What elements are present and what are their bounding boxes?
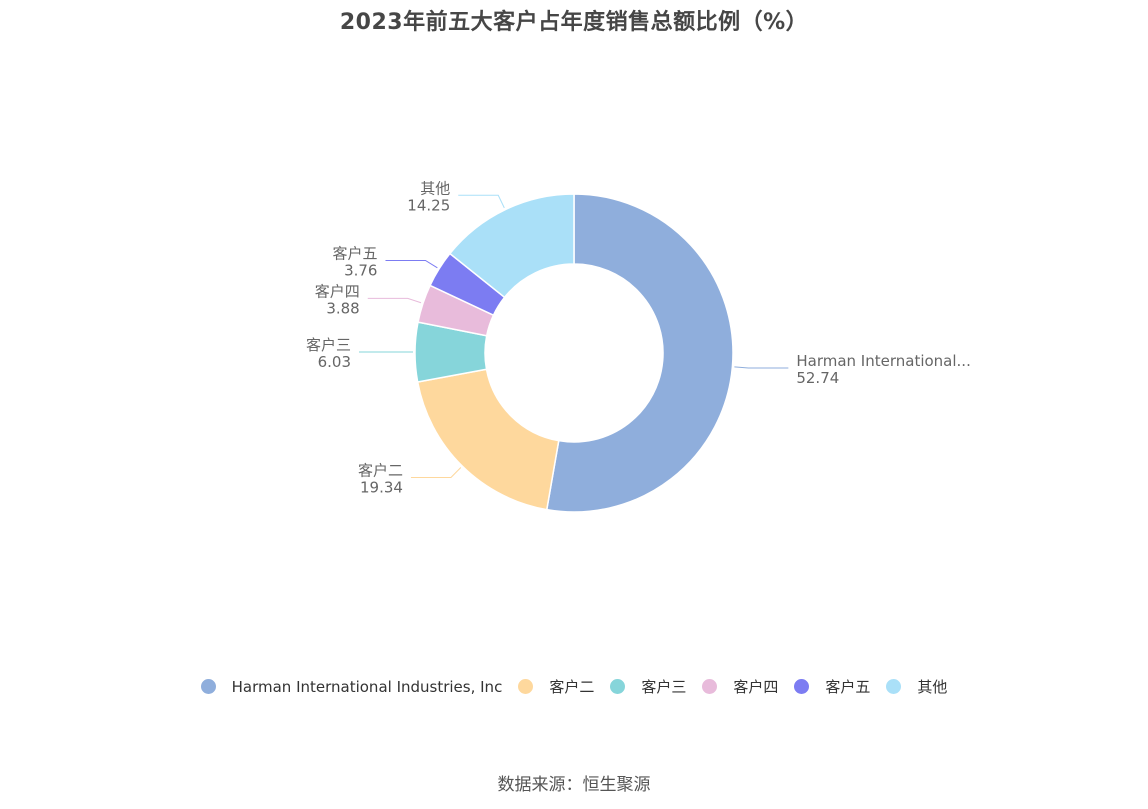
slice-label-name: 客户四	[315, 282, 360, 300]
legend-marker	[518, 679, 534, 694]
label-leader-line	[458, 194, 505, 209]
slice-label-name: Harman International...	[796, 352, 971, 370]
legend-label: 客户四	[733, 678, 779, 696]
pie-slice-1[interactable]	[416, 368, 560, 511]
slice-label-value: 6.03	[318, 353, 351, 371]
legend-item-customer-4[interactable]: 客户四	[702, 676, 778, 697]
legend-label: 其他	[917, 678, 948, 696]
pie-slice-5[interactable]	[448, 193, 575, 299]
legend-marker	[702, 679, 718, 694]
slice-label-value: 19.34	[360, 478, 403, 496]
legend-marker	[610, 679, 626, 694]
legend-label: 客户五	[825, 678, 871, 696]
label-leader-line	[385, 259, 438, 269]
label-leader-line	[734, 366, 789, 369]
slice-label-name: 客户五	[332, 244, 377, 262]
slice-label-name: 其他	[420, 179, 450, 197]
legend-item-customer-2[interactable]: 客户二	[518, 676, 594, 697]
slice-label-value: 52.74	[796, 369, 839, 387]
legend-item-harman[interactable]: Harman International Industries, Inc	[200, 677, 503, 696]
legend-label: 客户二	[549, 678, 595, 696]
slice-label-name: 客户三	[306, 336, 351, 354]
slice-label-name: 客户二	[358, 461, 403, 479]
chart-title: 2023年前五大客户占年度销售总额比例（%）	[339, 10, 809, 35]
slice-label-value: 14.25	[407, 196, 450, 214]
label-leader-line	[410, 467, 462, 478]
slice-label-value: 3.88	[326, 299, 359, 317]
legend-label: Harman International Industries, Inc	[231, 677, 503, 696]
label-leader-line	[367, 297, 422, 304]
legend-item-other[interactable]: 其他	[886, 676, 947, 697]
data-source-note: 数据来源：恒生聚源	[497, 775, 651, 795]
legend-item-customer-3[interactable]: 客户三	[610, 676, 686, 697]
slice-label-value: 3.76	[344, 261, 377, 279]
legend-marker	[794, 679, 810, 694]
legend-marker	[200, 679, 216, 694]
legend-marker	[886, 679, 902, 694]
legend-label: 客户三	[641, 678, 687, 696]
chart-legend: Harman International Industries, Inc 客户二…	[0, 676, 1148, 697]
legend-item-customer-5[interactable]: 客户五	[794, 676, 870, 697]
pie-slice-0[interactable]	[545, 193, 734, 513]
